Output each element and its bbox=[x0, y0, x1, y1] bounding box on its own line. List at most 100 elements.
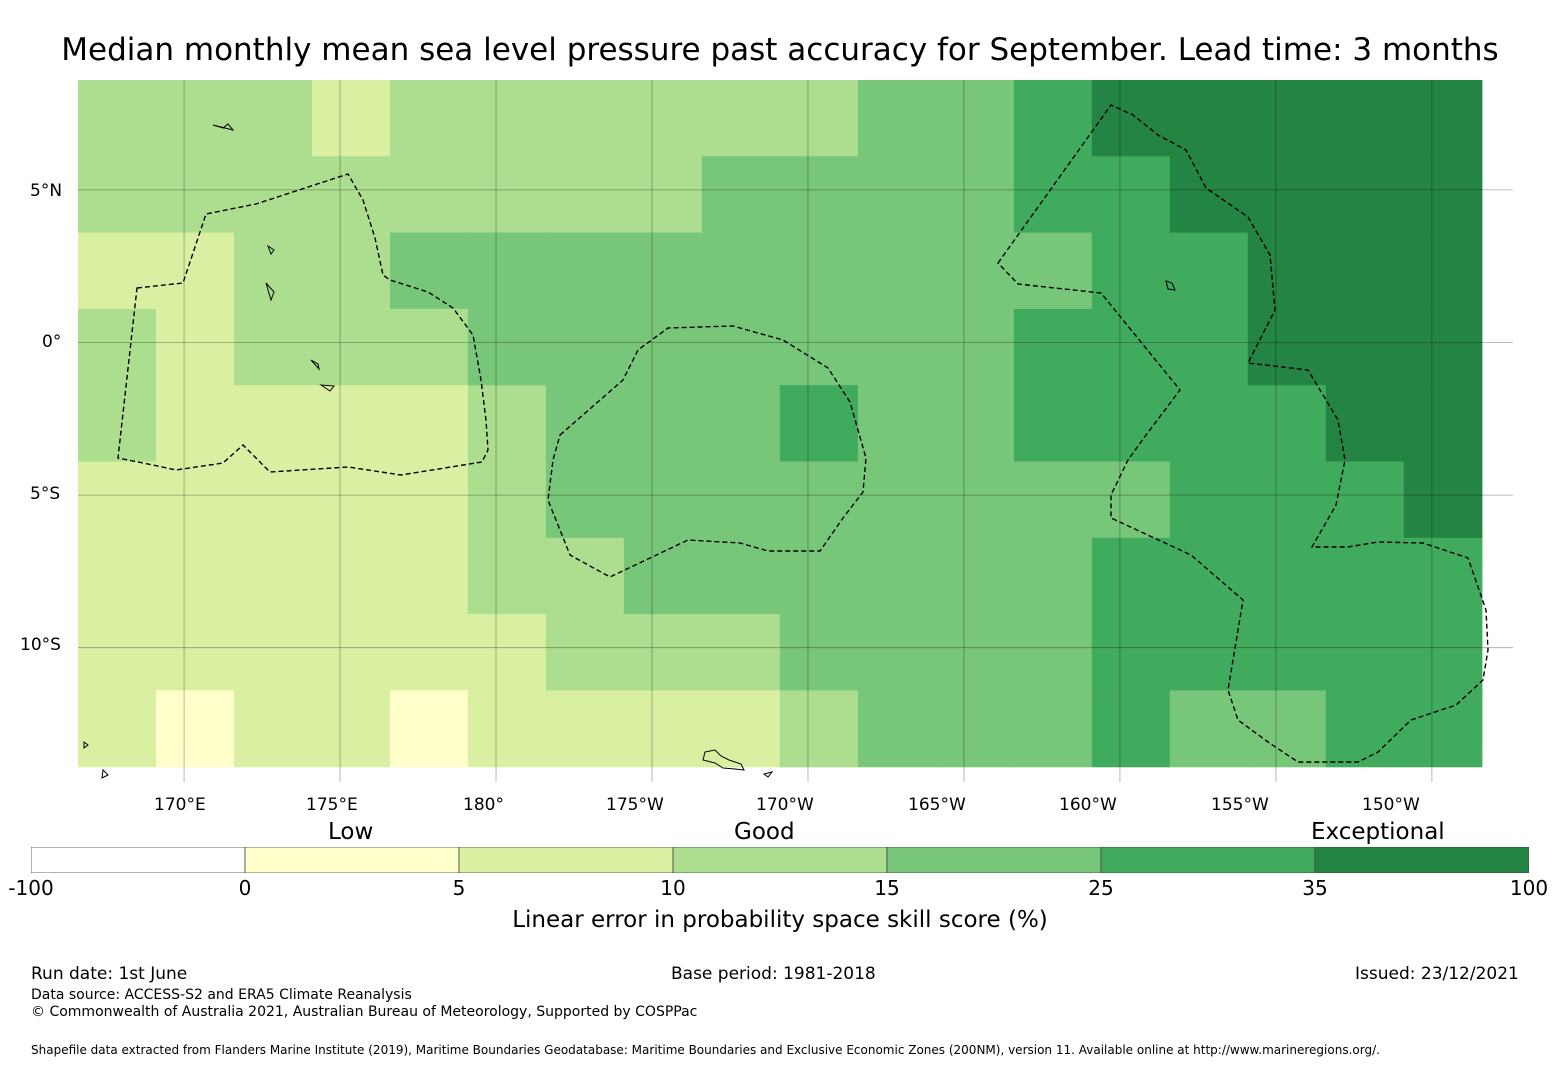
grid-cell bbox=[156, 232, 235, 310]
grid-cell bbox=[623, 461, 703, 539]
grid-cell bbox=[623, 690, 703, 768]
eez-boundary-line-islands bbox=[997, 104, 1489, 763]
grid-cell bbox=[1403, 690, 1483, 768]
grid-cell bbox=[1325, 232, 1405, 310]
grid-cell bbox=[1013, 461, 1093, 539]
grid-cell bbox=[779, 308, 859, 386]
island-outline bbox=[702, 749, 745, 771]
grid-cell bbox=[1403, 614, 1483, 691]
grid-cell bbox=[857, 232, 937, 310]
run-date: Run date: 1st June bbox=[31, 964, 188, 984]
eez-boundary-tuvalu bbox=[117, 173, 489, 476]
grid-cell bbox=[390, 461, 469, 539]
grid-cell bbox=[935, 232, 1015, 310]
eez-boundaries bbox=[117, 104, 1489, 763]
grid-cell bbox=[156, 461, 235, 539]
island-outline bbox=[212, 123, 235, 131]
grid-cell bbox=[156, 80, 235, 157]
grid-cell bbox=[935, 385, 1015, 463]
colorbar-segment bbox=[1314, 847, 1529, 873]
colorbar-segment bbox=[672, 847, 888, 873]
grid-cell bbox=[1247, 385, 1327, 463]
colorbar-segment bbox=[886, 847, 1102, 873]
colorbar-label: Linear error in probability space skill … bbox=[512, 907, 1048, 933]
grid-cell bbox=[312, 385, 391, 463]
grid-cell bbox=[467, 308, 547, 386]
lon-label-175w: 175°W bbox=[606, 795, 664, 815]
base-period: Base period: 1981-2018 bbox=[671, 964, 876, 984]
lon-label-160w: 160°W bbox=[1059, 795, 1117, 815]
grid-cell bbox=[467, 232, 547, 310]
grid-cell bbox=[623, 156, 703, 234]
grid-cell bbox=[312, 80, 391, 157]
grid-cell bbox=[1013, 385, 1093, 463]
grid-cell bbox=[1091, 461, 1171, 539]
grid-cell bbox=[1091, 80, 1171, 157]
grid-cell bbox=[1013, 156, 1093, 234]
grid-cell bbox=[234, 156, 313, 234]
eez-boundary-tokelau bbox=[547, 325, 867, 578]
grid-cell bbox=[390, 537, 469, 615]
grid-cell bbox=[1247, 461, 1327, 539]
grid-cell bbox=[545, 385, 625, 463]
grid-cell bbox=[390, 690, 469, 768]
island-outline bbox=[1165, 280, 1176, 291]
grid-cell bbox=[857, 461, 937, 539]
lon-label-150w: 150°W bbox=[1362, 795, 1420, 815]
grid-cell bbox=[701, 461, 781, 539]
grid-cell bbox=[78, 385, 157, 463]
grid-cell bbox=[1091, 308, 1171, 386]
graticule bbox=[78, 80, 1513, 782]
grid-cell bbox=[1403, 80, 1483, 157]
grid-cell bbox=[1169, 690, 1249, 768]
grid-cell bbox=[156, 156, 235, 234]
island-outline bbox=[83, 741, 89, 749]
grid-cell bbox=[1169, 385, 1249, 463]
grid-cell bbox=[78, 308, 157, 386]
grid-cell bbox=[312, 537, 391, 615]
grid-cell bbox=[1013, 690, 1093, 768]
grid-cell bbox=[312, 156, 391, 234]
grid-cell bbox=[935, 308, 1015, 386]
grid-cell bbox=[935, 614, 1015, 691]
grid-cell bbox=[78, 80, 157, 157]
grid-cell bbox=[234, 537, 313, 615]
grid-cell bbox=[312, 308, 391, 386]
island-outline bbox=[266, 244, 275, 256]
grid-cell bbox=[467, 537, 547, 615]
lon-label-175e: 175°E bbox=[306, 795, 358, 815]
lon-label-180: 180° bbox=[463, 795, 504, 815]
skill-score-grid bbox=[78, 80, 1483, 768]
grid-cell bbox=[312, 461, 391, 539]
grid-cell bbox=[1325, 537, 1405, 615]
grid-cell bbox=[1325, 385, 1405, 463]
colorbar-tick: -100 bbox=[8, 876, 54, 900]
grid-cell bbox=[234, 308, 313, 386]
grid-cell bbox=[935, 537, 1015, 615]
grid-cell bbox=[467, 614, 547, 691]
grid-cell bbox=[1091, 232, 1171, 310]
lon-label-170e: 170°E bbox=[154, 795, 206, 815]
grid-cell bbox=[857, 537, 937, 615]
grid-cell bbox=[1091, 156, 1171, 234]
grid-cell bbox=[1169, 308, 1249, 386]
island-outline bbox=[319, 384, 335, 392]
grid-cell bbox=[779, 232, 859, 310]
lon-label-170w: 170°W bbox=[756, 795, 814, 815]
grid-cell bbox=[467, 461, 547, 539]
grid-cell bbox=[78, 690, 157, 768]
colorbar-tick: 25 bbox=[1088, 876, 1114, 900]
colorbar-tick: 15 bbox=[874, 876, 900, 900]
grid-cell bbox=[1013, 232, 1093, 310]
grid-cell bbox=[312, 232, 391, 310]
grid-cell bbox=[779, 80, 859, 157]
grid-cell bbox=[857, 690, 937, 768]
colorbar-tick: 100 bbox=[1509, 876, 1549, 900]
grid-cell bbox=[545, 690, 625, 768]
grid-cell bbox=[390, 614, 469, 691]
grid-cell bbox=[857, 156, 937, 234]
colorbar-tick: 5 bbox=[452, 876, 466, 900]
grid-cell bbox=[545, 614, 625, 691]
map-title: Median monthly mean sea level pressure p… bbox=[61, 32, 1499, 68]
grid-cell bbox=[1169, 461, 1249, 539]
